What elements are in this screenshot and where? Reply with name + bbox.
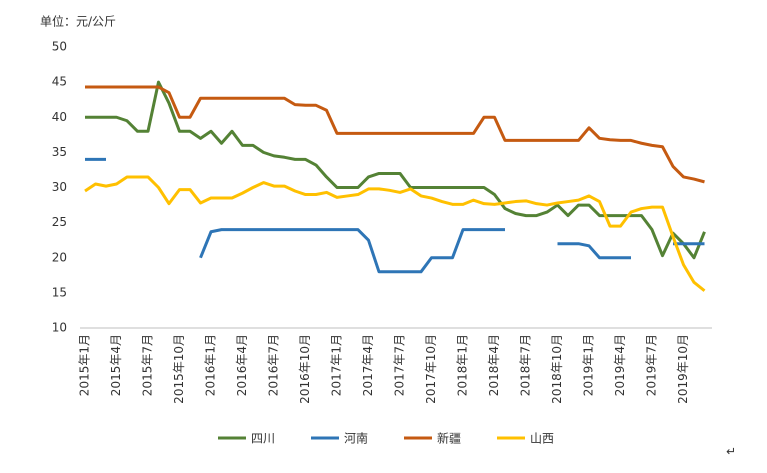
- legend-label: 新疆: [437, 431, 461, 446]
- x-tick-label: 2018年4月: [487, 334, 501, 396]
- x-tick-label: 2017年7月: [393, 334, 407, 396]
- chart-title: 单位：元/公斤: [40, 14, 116, 29]
- x-tick-label: 2016年7月: [267, 334, 281, 396]
- x-tick-label: 2018年1月: [456, 334, 470, 396]
- x-tick-label: 2017年10月: [424, 334, 438, 404]
- legend-label: 山西: [530, 432, 554, 446]
- y-tick-label: 20: [52, 250, 67, 264]
- note: ↵: [726, 445, 736, 459]
- y-tick-label: 30: [52, 180, 67, 194]
- y-tick-label: 50: [52, 40, 67, 54]
- x-tick-label: 2017年1月: [330, 334, 344, 396]
- x-tick-label: 2015年4月: [109, 334, 123, 396]
- legend-label: 河南: [344, 431, 368, 446]
- y-tick-label: 10: [52, 321, 67, 335]
- x-tick-label: 2016年10月: [298, 334, 312, 404]
- y-tick-label: 15: [52, 285, 67, 299]
- x-tick-label: 2019年1月: [582, 334, 596, 396]
- y-tick-label: 35: [52, 145, 67, 159]
- x-tick-label: 2018年7月: [519, 334, 533, 396]
- x-tick-label: 2019年10月: [676, 334, 690, 404]
- x-tick-label: 2016年4月: [235, 334, 249, 396]
- legend-label: 四川: [251, 432, 275, 446]
- y-tick-label: 45: [52, 75, 67, 89]
- x-tick-label: 2019年7月: [645, 334, 659, 396]
- x-tick-label: 2019年4月: [613, 334, 627, 396]
- y-tick-label: 40: [52, 110, 67, 124]
- x-tick-label: 2016年1月: [204, 334, 218, 396]
- series-line: [85, 80, 706, 260]
- x-tick-label: 2015年1月: [78, 334, 92, 396]
- x-tick-label: 2015年10月: [172, 334, 186, 404]
- y-tick-label: 25: [52, 215, 67, 229]
- series-line: [85, 157, 705, 274]
- series-line: [84, 175, 706, 292]
- x-tick-label: 2015年7月: [141, 334, 155, 396]
- x-tick-label: 2017年4月: [361, 334, 375, 396]
- x-tick-label: 2018年10月: [550, 334, 564, 404]
- series-line: [85, 85, 705, 184]
